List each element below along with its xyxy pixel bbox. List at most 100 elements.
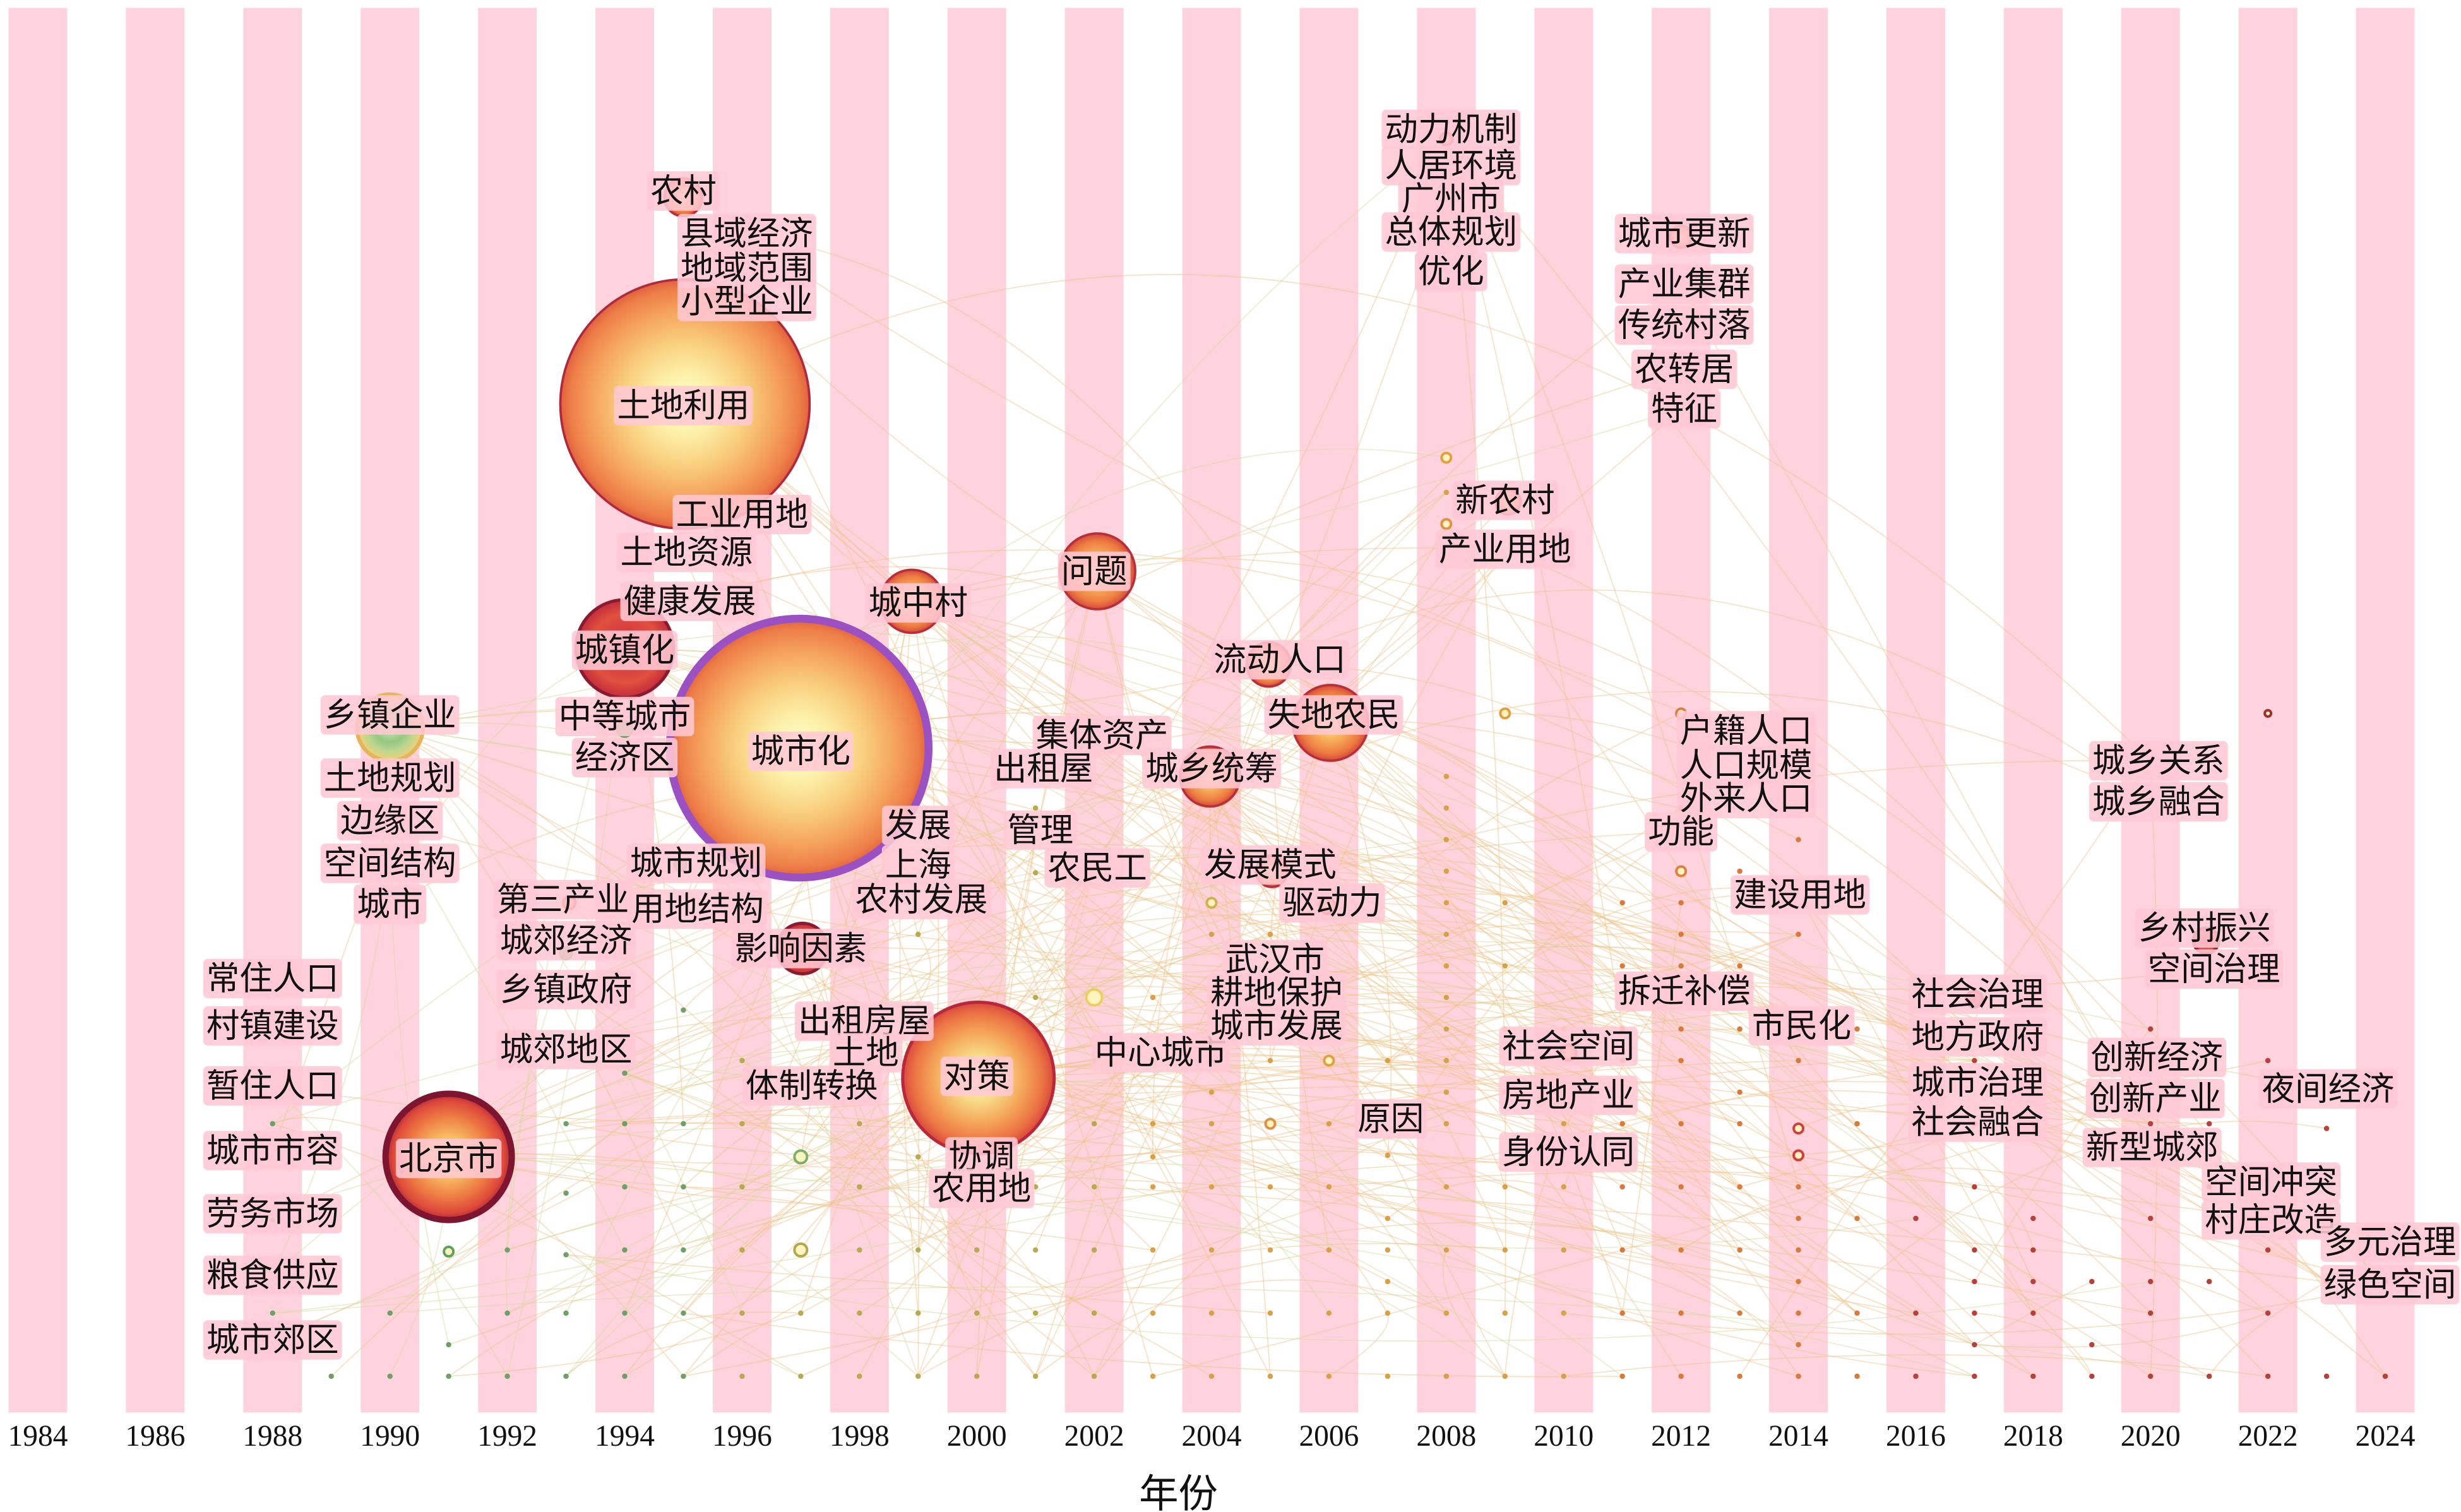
co-occurrence-link [1268, 664, 2268, 1314]
keyword-node [974, 1247, 980, 1253]
keyword-node [1443, 900, 1450, 906]
keyword-node [1499, 707, 1511, 720]
keyword-node [1443, 1247, 1450, 1253]
keyword-node [681, 1247, 686, 1253]
keyword-node [1972, 1342, 1977, 1348]
keyword-node [1443, 805, 1450, 811]
keyword-label-bg [1381, 146, 1521, 186]
keyword-label-bg [1676, 711, 1816, 751]
co-occurrence-link [1622, 1249, 1799, 1377]
keyword-node [857, 1121, 862, 1127]
keyword-node [1150, 1247, 1156, 1253]
keyword-node [1385, 1310, 1391, 1316]
keyword-label-bg [1032, 715, 1172, 756]
keyword-node [2148, 1373, 2154, 1379]
x-tick-label: 2006 [1299, 1420, 1359, 1453]
co-occurrence-link [912, 600, 1682, 1124]
keyword-label-bg [1908, 1102, 2047, 1142]
keyword-node [793, 1242, 809, 1258]
keyword-node [1737, 1310, 1743, 1316]
keyword-label: 劳务市场 [206, 1194, 339, 1233]
keyword-node [915, 1154, 921, 1160]
keyword-label: 地域范围 [681, 249, 813, 287]
keyword-node [915, 931, 921, 938]
co-occurrence-link [1446, 138, 2152, 1124]
year-band [1534, 8, 1594, 1413]
co-occurrence-link [1621, 902, 1682, 1314]
keyword-label: 暂住人口 [206, 1066, 339, 1105]
keyword-label-bg [203, 1320, 342, 1360]
keyword-label: 城市市容 [206, 1131, 339, 1170]
keyword-node [1208, 1184, 1215, 1190]
year-band [243, 8, 302, 1413]
keyword-label: 健康发展 [624, 582, 756, 621]
keyword-node [622, 1247, 628, 1253]
keyword-node [1208, 1121, 1215, 1127]
keyword-label: 夜间经济 [2262, 1069, 2395, 1108]
co-occurrence-link [1210, 776, 2151, 1314]
keyword-node [1854, 1026, 1860, 1032]
keyword-node [1678, 1026, 1684, 1032]
keyword-label-bg [1210, 640, 1349, 680]
co-occurrence-link [390, 968, 1623, 1314]
keyword-node [1150, 1310, 1156, 1316]
keyword-label: 乡镇政府 [500, 970, 633, 1009]
keyword-label-bg [203, 1255, 342, 1295]
co-occurrence-link [683, 1313, 1623, 1378]
keyword-node [915, 1247, 921, 1253]
keyword-node [2382, 1373, 2388, 1379]
x-tick-label: 2002 [1064, 1420, 1124, 1453]
keyword-node [1678, 900, 1684, 906]
co-occurrence-link [683, 1060, 1799, 1251]
keyword-node [1443, 994, 1450, 1001]
x-tick-label: 2000 [947, 1420, 1007, 1453]
keyword-node [1972, 1278, 1977, 1285]
keyword-node [1443, 1026, 1450, 1032]
keyword-label-bg [2082, 1128, 2222, 1167]
co-occurrence-link [1035, 1279, 1447, 1377]
keyword-node [2148, 1121, 2154, 1127]
keyword-label: 市民化 [1752, 1006, 1851, 1045]
keyword-label: 外来人口 [1680, 779, 1813, 818]
keyword-node [2030, 1215, 2036, 1222]
keyword-label: 城郊经济 [500, 921, 633, 960]
keyword-node [2206, 1278, 2212, 1285]
keyword-node [1326, 1373, 1332, 1379]
x-tick-label: 1986 [125, 1420, 185, 1453]
keyword-node [2148, 1026, 2154, 1032]
year-band [126, 8, 185, 1413]
co-occurrence-link [565, 138, 1447, 1314]
keyword-node [1091, 1247, 1097, 1253]
keyword-label: 对策 [944, 1057, 1010, 1095]
co-occurrence-link [1387, 831, 1682, 1156]
co-occurrence-link [742, 233, 1332, 723]
co-occurrence-link [272, 1085, 508, 1377]
keyword-node [1561, 1184, 1566, 1190]
keyword-node [681, 1184, 686, 1190]
keyword-node [1796, 1373, 1801, 1379]
x-tick-label: 1984 [8, 1420, 68, 1453]
keyword-node [1796, 931, 1801, 938]
x-tick-label: 2004 [1182, 1420, 1242, 1453]
keyword-node [1972, 1310, 1977, 1316]
keyword-label: 功能 [1648, 813, 1714, 851]
keyword-label-bg [1222, 939, 1328, 980]
keyword-label: 农村 [650, 172, 717, 210]
keyword-label-bg [496, 970, 636, 1009]
keyword-label-bg [1731, 875, 1869, 915]
keyword-label: 绿色空间 [2324, 1265, 2457, 1304]
keyword-label-bg [320, 695, 460, 735]
keyword-label-bg [1201, 845, 1340, 885]
keyword-label-bg [829, 1033, 902, 1073]
keyword-node [1267, 1057, 1273, 1064]
keyword-label-bg [203, 958, 342, 999]
keyword-node [504, 1373, 510, 1379]
keyword-node [2089, 1342, 2095, 1348]
co-occurrence-link [272, 408, 1682, 1341]
co-occurrence-link [1974, 1313, 2093, 1377]
keyword-node [2265, 1310, 2271, 1316]
keyword-node [681, 1121, 686, 1127]
keyword-node [1972, 1373, 1977, 1379]
keyword-node [1267, 1373, 1273, 1379]
